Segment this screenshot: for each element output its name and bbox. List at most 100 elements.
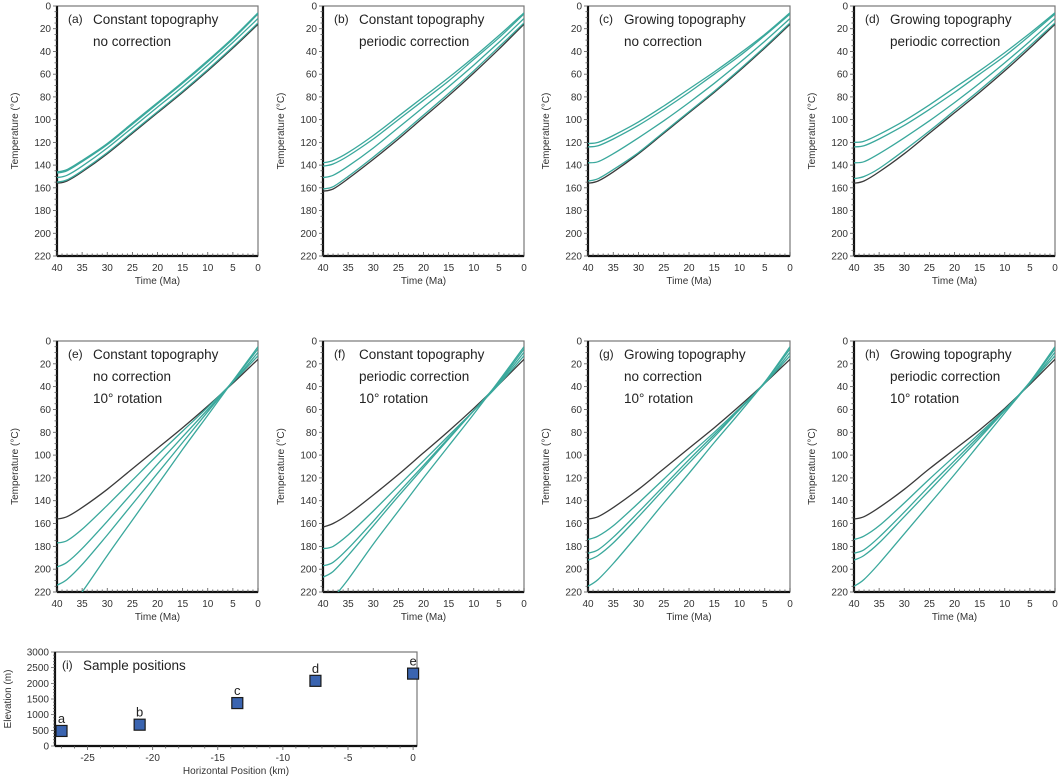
y-tick-label: 200 (565, 565, 582, 576)
x-tick-label: 15 (709, 263, 721, 274)
x-tick-label: 25 (924, 263, 936, 274)
x-axis-title: Time (Ma) (135, 276, 180, 287)
y-tick-label: 100 (34, 115, 51, 126)
y-tick-label: 140 (300, 161, 317, 172)
y-axis-title: Temperature (°C) (541, 428, 552, 505)
panel-title-line: no correction (624, 369, 702, 384)
x-tick-label: 30 (102, 599, 114, 610)
x-tick-label: 25 (658, 263, 670, 274)
series-line-sample-3 (588, 13, 790, 148)
y-tick-label: 140 (565, 161, 582, 172)
plot-area (853, 340, 1056, 593)
panel-a: 40 35 30 25 20 15 10 5 0 0 20 40 60 80 100 120 140 160 180… (10, 2, 261, 288)
x-tick-label: 10 (468, 263, 480, 274)
plot-area (56, 5, 259, 257)
series-line-sample-3 (854, 348, 1055, 561)
y-tick-label: 120 (831, 473, 848, 484)
x-tick-label: 20 (152, 599, 164, 610)
x-tick-label: 40 (317, 599, 329, 610)
panel-i: -25 -20 -15 -10 -5 0 0 500 1000 1500 2000 2500 3000 H… (3, 648, 420, 777)
y-tick-label: 40 (571, 47, 583, 58)
y-tick-label: 80 (837, 428, 849, 439)
panel-c: 40 35 30 25 20 15 10 5 0 0 20 40 60 80 100 120 140 160 180… (541, 2, 793, 288)
y-tick-label: 140 (34, 161, 51, 172)
x-tick-label: 30 (899, 599, 911, 610)
x-tick-label: 35 (874, 599, 886, 610)
y-tick-label: 120 (300, 473, 317, 484)
x-tick-label: 30 (368, 599, 380, 610)
x-tick-label: 0 (787, 263, 793, 274)
x-tick-label: 15 (443, 599, 455, 610)
x-tick-label: 15 (177, 599, 189, 610)
sample-marker-a (55, 724, 68, 738)
y-tick-label: 0 (842, 2, 848, 13)
y-tick-label: 3000 (27, 648, 50, 659)
y-tick-label: 20 (40, 359, 52, 370)
x-tick-label: 15 (177, 263, 189, 274)
panel-f: 40 35 30 25 20 15 10 5 0 0 20 40 60 80 100 120 140 160 180… (276, 337, 527, 624)
y-tick-label: 160 (831, 519, 848, 530)
x-tick-label: 35 (77, 599, 89, 610)
y-axis-title: Temperature (°C) (276, 428, 287, 505)
y-tick-label: 100 (300, 451, 317, 462)
y-tick-label: 140 (565, 496, 582, 507)
y-tick-label: 500 (32, 726, 49, 737)
y-axis-title: Elevation (m) (3, 670, 14, 729)
y-tick-label: 40 (571, 382, 583, 393)
series-group (854, 346, 1055, 587)
y-tick-label: 160 (565, 183, 582, 194)
plot-area (853, 5, 1056, 257)
series-group (588, 346, 790, 587)
series-group (57, 12, 258, 184)
x-tick-label: 10 (999, 599, 1011, 610)
x-tick-label: 35 (608, 599, 620, 610)
x-tick-label: 30 (633, 263, 645, 274)
sample-marker-b (133, 718, 146, 731)
x-tick-label: 25 (127, 599, 139, 610)
x-tick-label: 10 (999, 263, 1011, 274)
series-group (57, 346, 258, 592)
y-tick-label: 200 (34, 565, 51, 576)
y-tick-label: 80 (40, 428, 52, 439)
x-tick-label: 40 (582, 599, 594, 610)
series-line-sample-4 (323, 12, 524, 164)
x-tick-label: 40 (51, 263, 63, 274)
x-tick-label: 20 (683, 599, 695, 610)
panel-letter: (g) (599, 347, 614, 361)
series-line-sample-4 (854, 12, 1055, 144)
panel-title-line: no correction (93, 369, 171, 384)
series-line-sample-2 (588, 18, 790, 164)
series-line-reference (588, 358, 790, 520)
panel-h: 40 35 30 25 20 15 10 5 0 0 20 40 60 80 100 120 140 160 180… (807, 337, 1058, 624)
y-tick-label: 200 (831, 565, 848, 576)
panel-title-line: 10° rotation (624, 391, 693, 406)
x-tick-label: 25 (393, 263, 405, 274)
y-tick-label: 60 (837, 405, 849, 416)
y-tick-label: 20 (306, 24, 318, 35)
x-tick-label: 20 (949, 263, 961, 274)
x-tick-label: 40 (582, 263, 594, 274)
panel-letter: (c) (599, 12, 613, 26)
y-tick-label: 20 (306, 359, 318, 370)
x-tick-label: 20 (152, 263, 164, 274)
y-tick-label: 80 (837, 92, 849, 103)
plot-area (56, 340, 259, 593)
y-tick-label: 80 (40, 92, 52, 103)
x-tick-label: -15 (211, 753, 226, 764)
y-tick-label: 2500 (27, 663, 50, 674)
x-tick-label: 25 (658, 599, 670, 610)
series-group (323, 12, 524, 192)
panel-title-line: periodic correction (359, 369, 469, 384)
x-tick-label: 5 (496, 263, 502, 274)
series-line-sample-4 (57, 12, 258, 173)
y-tick-label: 220 (831, 252, 848, 263)
x-tick-label: 10 (202, 599, 214, 610)
y-tick-label: 0 (311, 337, 317, 348)
series-line-sample-4 (337, 346, 524, 592)
y-tick-label: 60 (306, 70, 318, 81)
y-tick-label: 180 (300, 542, 317, 553)
panel-title-line: 10° rotation (890, 391, 959, 406)
y-tick-label: 160 (300, 519, 317, 530)
y-tick-label: 120 (300, 138, 317, 149)
y-tick-label: 40 (40, 47, 52, 58)
